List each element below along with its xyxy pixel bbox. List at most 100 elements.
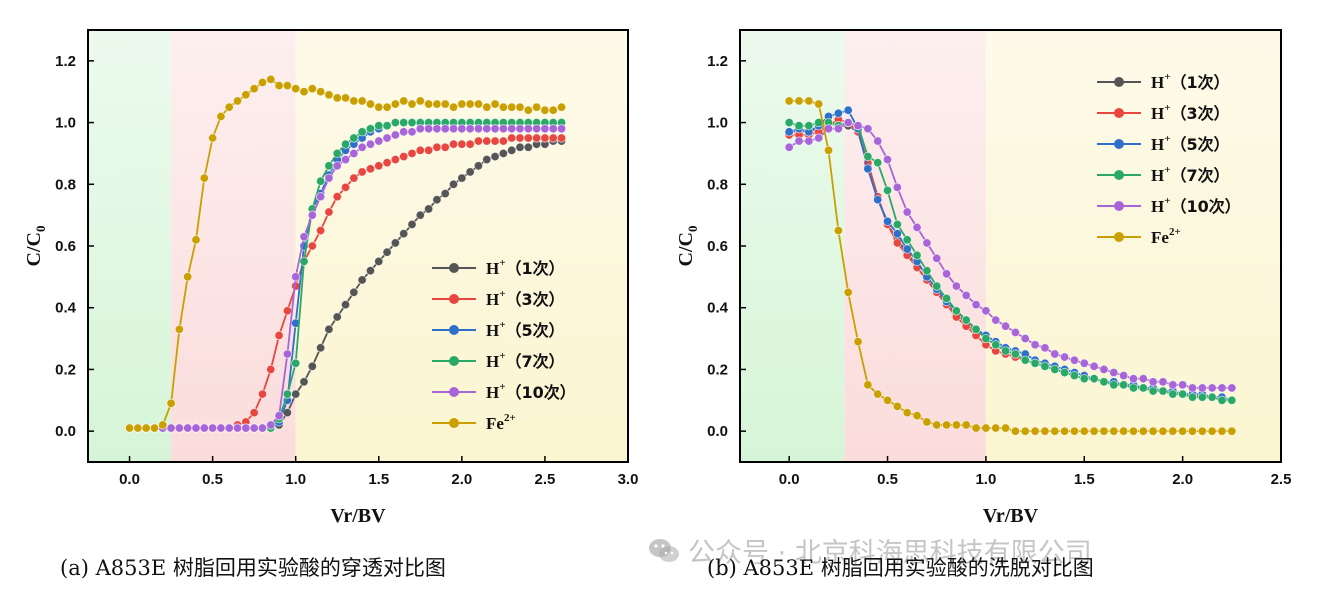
legend-label: H+（10次） bbox=[1151, 195, 1241, 216]
data-point bbox=[407, 219, 417, 229]
data-point bbox=[208, 133, 218, 143]
data-point bbox=[532, 124, 542, 134]
data-point bbox=[174, 423, 184, 433]
data-point bbox=[853, 337, 863, 347]
data-point bbox=[465, 139, 475, 149]
caption-a: (a) A853E 树脂回用实验酸的穿透对比图 bbox=[60, 556, 446, 580]
legend-swatch-marker bbox=[449, 325, 459, 335]
data-point bbox=[794, 121, 804, 131]
legend-label: H+（10次） bbox=[486, 381, 576, 402]
data-point bbox=[440, 124, 450, 134]
data-point bbox=[374, 136, 384, 146]
data-point bbox=[216, 111, 226, 122]
data-point bbox=[1050, 426, 1060, 436]
data-point bbox=[1089, 426, 1099, 436]
data-point bbox=[1000, 423, 1011, 433]
x-tick-label: 3.0 bbox=[618, 471, 639, 488]
data-point bbox=[332, 161, 342, 171]
data-point bbox=[863, 380, 873, 390]
data-point bbox=[882, 155, 893, 165]
data-point bbox=[1227, 395, 1237, 405]
data-point bbox=[1227, 383, 1237, 393]
data-point bbox=[1119, 426, 1129, 436]
data-point bbox=[482, 155, 492, 165]
data-point bbox=[241, 423, 251, 433]
data-point bbox=[1109, 367, 1119, 378]
data-point bbox=[882, 185, 893, 196]
data-point bbox=[473, 124, 484, 134]
series-6 bbox=[784, 96, 1237, 436]
data-point bbox=[257, 423, 268, 433]
data-point bbox=[1178, 380, 1188, 390]
data-point bbox=[922, 238, 932, 248]
data-point bbox=[440, 142, 450, 152]
data-point bbox=[374, 121, 384, 131]
data-point bbox=[149, 423, 160, 433]
data-point bbox=[991, 340, 1001, 350]
data-point bbox=[932, 253, 942, 263]
data-point bbox=[424, 99, 434, 109]
data-point bbox=[1040, 426, 1050, 436]
data-point bbox=[473, 136, 484, 146]
data-point bbox=[382, 247, 392, 257]
data-point bbox=[365, 139, 376, 149]
y-axis-label: C/C0 bbox=[675, 226, 700, 267]
data-point bbox=[892, 219, 902, 229]
data-point bbox=[507, 145, 517, 155]
data-point bbox=[1158, 377, 1168, 387]
data-point bbox=[941, 420, 952, 430]
legend-label: H+（5次） bbox=[486, 319, 565, 340]
legend-swatch-marker bbox=[1114, 139, 1124, 149]
legend-label: H+（7次） bbox=[1151, 164, 1230, 185]
data-point bbox=[141, 423, 151, 433]
legend-swatch-marker bbox=[449, 263, 459, 273]
legend: H+（1次） H+（3次） H+（5次） H+（7次） H+（10次） Fe2+ bbox=[1097, 71, 1241, 247]
data-point bbox=[282, 80, 292, 91]
data-point bbox=[932, 281, 942, 291]
data-point bbox=[892, 229, 902, 239]
data-point bbox=[1217, 426, 1227, 436]
data-point bbox=[274, 80, 284, 91]
data-point bbox=[902, 207, 912, 217]
data-point bbox=[307, 241, 317, 251]
data-point bbox=[961, 315, 971, 325]
data-point bbox=[833, 225, 843, 236]
data-point bbox=[1089, 374, 1099, 384]
data-point bbox=[1040, 361, 1050, 371]
data-point bbox=[407, 117, 417, 128]
data-point bbox=[490, 136, 500, 146]
data-point bbox=[399, 117, 409, 128]
data-point bbox=[448, 102, 459, 112]
data-point bbox=[507, 133, 517, 143]
x-tick-label: 2.0 bbox=[451, 471, 472, 488]
data-point bbox=[892, 401, 902, 412]
data-point bbox=[873, 195, 883, 205]
data-point bbox=[1079, 426, 1089, 436]
data-point bbox=[473, 99, 484, 109]
data-point bbox=[1010, 426, 1021, 436]
legend-label: Fe2+ bbox=[1151, 226, 1181, 247]
data-point bbox=[274, 411, 284, 421]
data-point bbox=[1128, 426, 1139, 436]
data-point bbox=[299, 377, 309, 387]
x-axis-label: Vr/BV bbox=[330, 505, 386, 527]
data-point bbox=[1158, 386, 1168, 396]
data-point bbox=[448, 179, 459, 189]
data-point bbox=[951, 281, 962, 291]
legend-label: H+（3次） bbox=[486, 288, 565, 309]
data-point bbox=[282, 389, 292, 399]
data-point bbox=[407, 127, 417, 137]
data-point bbox=[291, 389, 301, 399]
y-tick-label: 0.4 bbox=[55, 300, 77, 317]
data-point bbox=[424, 124, 434, 134]
data-point bbox=[191, 423, 201, 433]
data-point bbox=[457, 173, 467, 183]
data-point bbox=[1079, 374, 1089, 384]
data-point bbox=[902, 244, 912, 254]
data-point bbox=[390, 130, 400, 140]
data-point bbox=[1000, 321, 1011, 331]
data-point bbox=[843, 117, 853, 128]
data-point bbox=[515, 102, 525, 112]
data-point bbox=[199, 173, 209, 183]
data-point bbox=[266, 364, 276, 375]
